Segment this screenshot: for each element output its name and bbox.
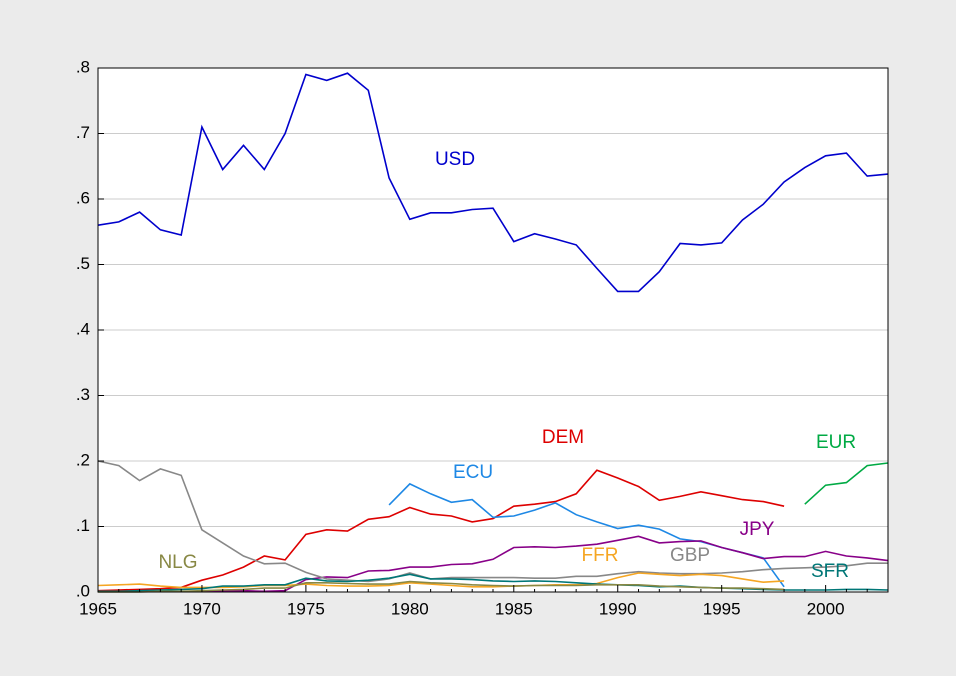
y-tick-label: .8 xyxy=(76,57,90,76)
x-tick-label: 1985 xyxy=(495,599,533,618)
y-tick-label: .2 xyxy=(76,450,90,469)
y-tick-label: .6 xyxy=(76,188,90,207)
x-tick-label: 1965 xyxy=(79,599,117,618)
series-line xyxy=(98,580,785,593)
series-label: GBP xyxy=(670,545,710,566)
x-tick-label: 1970 xyxy=(183,599,221,618)
y-tick-label: .0 xyxy=(76,581,90,600)
series-label: DEM xyxy=(542,427,584,448)
y-tick-label: .1 xyxy=(76,516,90,535)
series-line xyxy=(97,72,889,293)
grid xyxy=(98,67,888,593)
series-label: EUR xyxy=(816,432,856,453)
x-tick-label: 1990 xyxy=(599,599,637,618)
y-tick-label: .7 xyxy=(76,123,90,142)
series-line xyxy=(201,535,889,593)
series-label: FFR xyxy=(582,545,619,566)
series-label: ECU xyxy=(453,462,493,483)
labels: .0 .1 .2 .3 .4 .5 .6 .7 .8 1965 1970 1975 1980 1985 19… xyxy=(76,57,889,618)
series-label: USD xyxy=(435,149,475,170)
series-label: JPY xyxy=(740,519,775,540)
x-tick-label: 1995 xyxy=(703,599,741,618)
series-line xyxy=(804,462,889,505)
y-tick-label: .3 xyxy=(76,385,90,404)
series-label: SFR xyxy=(811,561,849,582)
y-tick-label: .4 xyxy=(76,319,90,338)
x-tick-label: 1980 xyxy=(391,599,429,618)
x-tick-label: 2000 xyxy=(807,599,845,618)
lines xyxy=(97,72,889,593)
y-tick-label: .5 xyxy=(76,254,90,273)
series-line xyxy=(97,469,785,592)
series-line xyxy=(97,460,888,583)
series-label: NLG xyxy=(158,552,197,573)
x-tick-label: 1975 xyxy=(287,599,325,618)
